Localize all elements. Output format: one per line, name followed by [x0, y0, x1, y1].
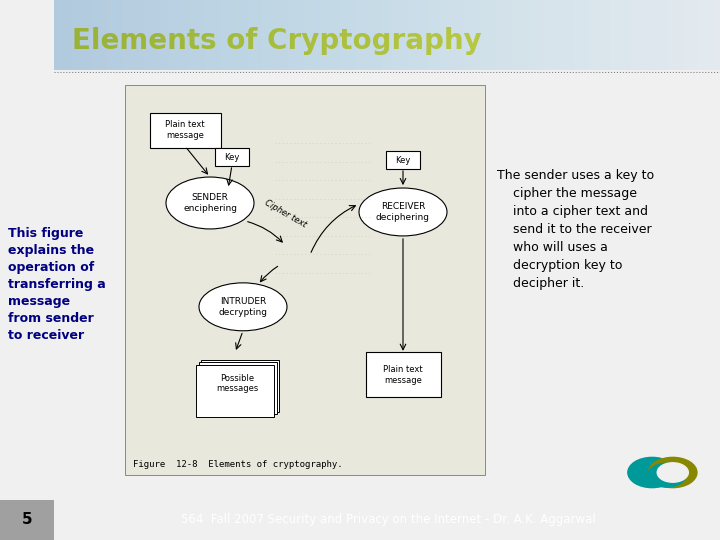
- FancyBboxPatch shape: [386, 151, 420, 169]
- Text: 5: 5: [22, 512, 32, 527]
- Text: - - - - - - - - - - - - - - - - - - - - - - - - - -: - - - - - - - - - - - - - - - - - - - - …: [275, 160, 371, 165]
- Text: INTRUDER
decrypting: INTRUDER decrypting: [218, 297, 268, 317]
- Text: - - - - - - - - - - - - - - - - - - - - - - - - - -: - - - - - - - - - - - - - - - - - - - - …: [275, 215, 371, 220]
- Text: SENDER
enciphering: SENDER enciphering: [183, 193, 237, 213]
- Text: The sender uses a key to
    cipher the message
    into a cipher text and
    s: The sender uses a key to cipher the mess…: [497, 170, 654, 291]
- Text: - - - - - - - - - - - - - - - - - - - - - - - - - -: - - - - - - - - - - - - - - - - - - - - …: [275, 271, 371, 276]
- FancyBboxPatch shape: [201, 360, 279, 411]
- Circle shape: [657, 463, 688, 482]
- Text: This figure
explains the
operation of
transferring a
message
from sender
to rece: This figure explains the operation of tr…: [8, 227, 106, 342]
- Text: Key: Key: [225, 153, 240, 161]
- Text: Figure  12-8  Elements of cryptography.: Figure 12-8 Elements of cryptography.: [133, 460, 343, 469]
- Text: - - - - - - - - - - - - - - - - - - - - - - - - - -: - - - - - - - - - - - - - - - - - - - - …: [275, 141, 371, 146]
- Text: - - - - - - - - - - - - - - - - - - - - - - - - - -: - - - - - - - - - - - - - - - - - - - - …: [275, 252, 371, 258]
- Text: Elements of Cryptography: Elements of Cryptography: [72, 26, 482, 55]
- Ellipse shape: [359, 188, 447, 236]
- FancyBboxPatch shape: [125, 85, 485, 475]
- Ellipse shape: [166, 177, 254, 229]
- Circle shape: [628, 457, 676, 488]
- Text: Plain text
message: Plain text message: [165, 120, 204, 140]
- Circle shape: [648, 463, 685, 487]
- FancyBboxPatch shape: [0, 500, 54, 540]
- FancyBboxPatch shape: [199, 362, 277, 414]
- FancyBboxPatch shape: [366, 352, 441, 397]
- FancyBboxPatch shape: [196, 364, 274, 417]
- Text: - - - - - - - - - - - - - - - - - - - - - - - - - -: - - - - - - - - - - - - - - - - - - - - …: [275, 178, 371, 183]
- Text: Key: Key: [395, 156, 410, 165]
- FancyBboxPatch shape: [150, 113, 220, 147]
- Text: 564  Fall 2007 Security and Privacy on the Internet - Dr. A.K. Aggarwal: 564 Fall 2007 Security and Privacy on th…: [181, 513, 596, 526]
- Text: - - - - - - - - - - - - - - - - - - - - - - - - - -: - - - - - - - - - - - - - - - - - - - - …: [275, 197, 371, 202]
- Text: Cipher text: Cipher text: [263, 198, 308, 229]
- Circle shape: [649, 457, 697, 488]
- Text: RECEIVER
deciphering: RECEIVER deciphering: [376, 202, 430, 222]
- Text: Plain text
message: Plain text message: [383, 364, 423, 385]
- Text: - - - - - - - - - - - - - - - - - - - - - - - - - -: - - - - - - - - - - - - - - - - - - - - …: [275, 234, 371, 239]
- Text: Possible
messages: Possible messages: [216, 374, 258, 393]
- FancyBboxPatch shape: [215, 148, 249, 166]
- Ellipse shape: [199, 283, 287, 331]
